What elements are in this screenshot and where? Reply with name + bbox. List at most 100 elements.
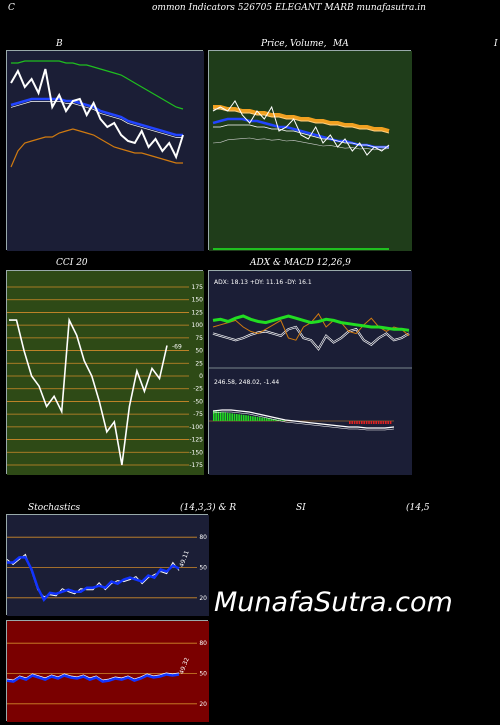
bollinger-background xyxy=(7,51,204,251)
macd-histogram-bar-neg xyxy=(365,421,368,424)
rsi-tick-label: 80 xyxy=(199,640,207,647)
price-panel xyxy=(208,50,412,251)
stoch-tick-label: 50 xyxy=(199,565,207,572)
rsi-background xyxy=(7,621,209,722)
macd-histogram-bar-neg xyxy=(377,421,380,424)
stoch-tick-label: 20 xyxy=(199,595,207,602)
rsi-tick-label: 20 xyxy=(199,701,207,708)
bollinger-upper-band xyxy=(11,60,184,110)
cci-background xyxy=(7,271,204,475)
bollinger-chart xyxy=(7,51,204,251)
macd-histogram-bar xyxy=(236,414,238,421)
macd-histogram-bar-neg xyxy=(363,421,365,424)
macd-readout: 246.58, 248.02, -1.44 xyxy=(214,379,279,386)
watermark: MunafaSutra.com xyxy=(214,587,453,618)
rsi-tick-label: 50 xyxy=(199,671,207,678)
page-title: ommon Indicators 526705 ELEGANT MARB mun… xyxy=(152,3,426,13)
price-line xyxy=(212,100,390,156)
cci-tick-label: -150 xyxy=(189,449,203,456)
macd-histogram-bar xyxy=(284,420,286,421)
rsi-title: SI xyxy=(296,503,306,513)
macd-histogram-bar-neg xyxy=(380,421,382,424)
cci-tick-label: 150 xyxy=(192,297,204,304)
header-letter: C xyxy=(8,3,15,13)
macd-histogram-bar-neg xyxy=(349,421,351,424)
macd-histogram-bar xyxy=(224,412,227,421)
macd-histogram-bar-neg xyxy=(373,421,375,424)
ma-orange-band xyxy=(213,105,390,133)
macd-histogram-bar-neg xyxy=(375,421,377,424)
price-chart xyxy=(209,51,412,251)
macd-histogram-bar-neg xyxy=(356,421,358,424)
far-right-letter: I xyxy=(494,39,498,49)
cci-title: CCI 20 xyxy=(56,258,88,268)
rsi-title-right: (14,5 xyxy=(406,503,430,513)
adx-panel: ADX: 18.13 +DY: 11.16 -DY: 16.1 246.58, 2… xyxy=(208,270,412,475)
cci-tick-label: -125 xyxy=(189,437,203,444)
cci-tick-label: -175 xyxy=(189,462,203,469)
macd-histogram-bar xyxy=(270,418,273,421)
price-title-ma: MA xyxy=(333,39,349,49)
bollinger-price-line xyxy=(10,68,184,160)
rsi-panel: 80 50 20 49.32 xyxy=(6,620,209,722)
macd-histogram-bar xyxy=(263,417,266,421)
macd-histogram-bar-neg xyxy=(385,421,387,424)
cci-tick-label: -25 xyxy=(193,386,203,393)
bollinger-lower-band xyxy=(10,128,183,168)
ma-lower-envelope xyxy=(212,137,390,151)
macd-histogram-bar xyxy=(240,414,243,421)
stoch-tick-label: 80 xyxy=(199,534,207,541)
price-background xyxy=(209,51,412,251)
ma-white-line xyxy=(213,124,389,148)
plus-di-inner xyxy=(212,326,410,350)
macd-histogram-bar-neg xyxy=(387,421,389,424)
macd-histogram-bar xyxy=(229,413,231,421)
macd-histogram-bar xyxy=(256,416,259,421)
stoch-panel: 80 50 20 49.11 xyxy=(6,514,209,616)
macd-histogram-bar xyxy=(279,419,282,421)
macd-histogram-bar-neg xyxy=(389,421,392,424)
macd-histogram-bar xyxy=(254,416,256,421)
macd-histogram-bar xyxy=(213,411,215,421)
macd-histogram-bar-neg xyxy=(382,421,385,424)
adx-background xyxy=(209,271,412,475)
macd-histogram-bar xyxy=(242,414,245,421)
cci-panel: 175 150 125 100 75 50 25 0 -25 -50 -75 -100 -125 -150… xyxy=(6,270,204,475)
macd-line xyxy=(212,409,395,429)
cci-tick-label: 175 xyxy=(192,284,204,291)
cci-tick-label: 0 xyxy=(199,373,203,380)
macd-histogram-bar xyxy=(233,413,236,421)
cci-tick-label: 75 xyxy=(195,335,203,342)
macd-histogram-bar xyxy=(222,412,224,421)
stoch-k-line xyxy=(7,556,180,603)
price-title-volume: Volume, xyxy=(290,39,327,49)
rsi-signal-line xyxy=(6,672,180,681)
adx-readout: ADX: 18.13 +DY: 11.16 -DY: 16.1 xyxy=(214,279,312,286)
cci-tick-label: 25 xyxy=(195,360,203,367)
macd-histogram-bar xyxy=(219,411,222,421)
cci-value-label: -69 xyxy=(172,343,182,350)
bollinger-title: B xyxy=(56,39,63,49)
macd-histogram-bar xyxy=(282,420,284,421)
stoch-title-left: Stochastics xyxy=(28,503,81,513)
cci-tick-label: -100 xyxy=(189,424,203,431)
macd-histogram-bar xyxy=(259,417,261,421)
cci-tick-label: 125 xyxy=(192,309,204,316)
cci-tick-label: 100 xyxy=(192,322,204,329)
macd-histogram-bar-neg xyxy=(351,421,353,424)
macd-histogram-bar xyxy=(252,416,254,421)
cci-tick-label: -50 xyxy=(193,398,203,405)
cci-tick-label: -75 xyxy=(193,411,203,418)
macd-histogram-bar-neg xyxy=(370,421,373,424)
macd-histogram-bar xyxy=(215,411,217,421)
cci-line xyxy=(9,317,168,466)
adx-title: ADX & MACD 12,26,9 xyxy=(250,258,351,268)
macd-histogram-bar-neg xyxy=(361,421,363,424)
price-title: Price, xyxy=(261,39,288,49)
adx-chart: ADX: 18.13 +DY: 11.16 -DY: 16.1 246.58, 2… xyxy=(209,271,412,475)
macd-histogram-bar xyxy=(272,419,275,421)
macd-histogram-bar xyxy=(231,413,233,421)
ma-orange-highlight xyxy=(213,108,390,134)
macd-histogram-bar xyxy=(247,415,250,421)
